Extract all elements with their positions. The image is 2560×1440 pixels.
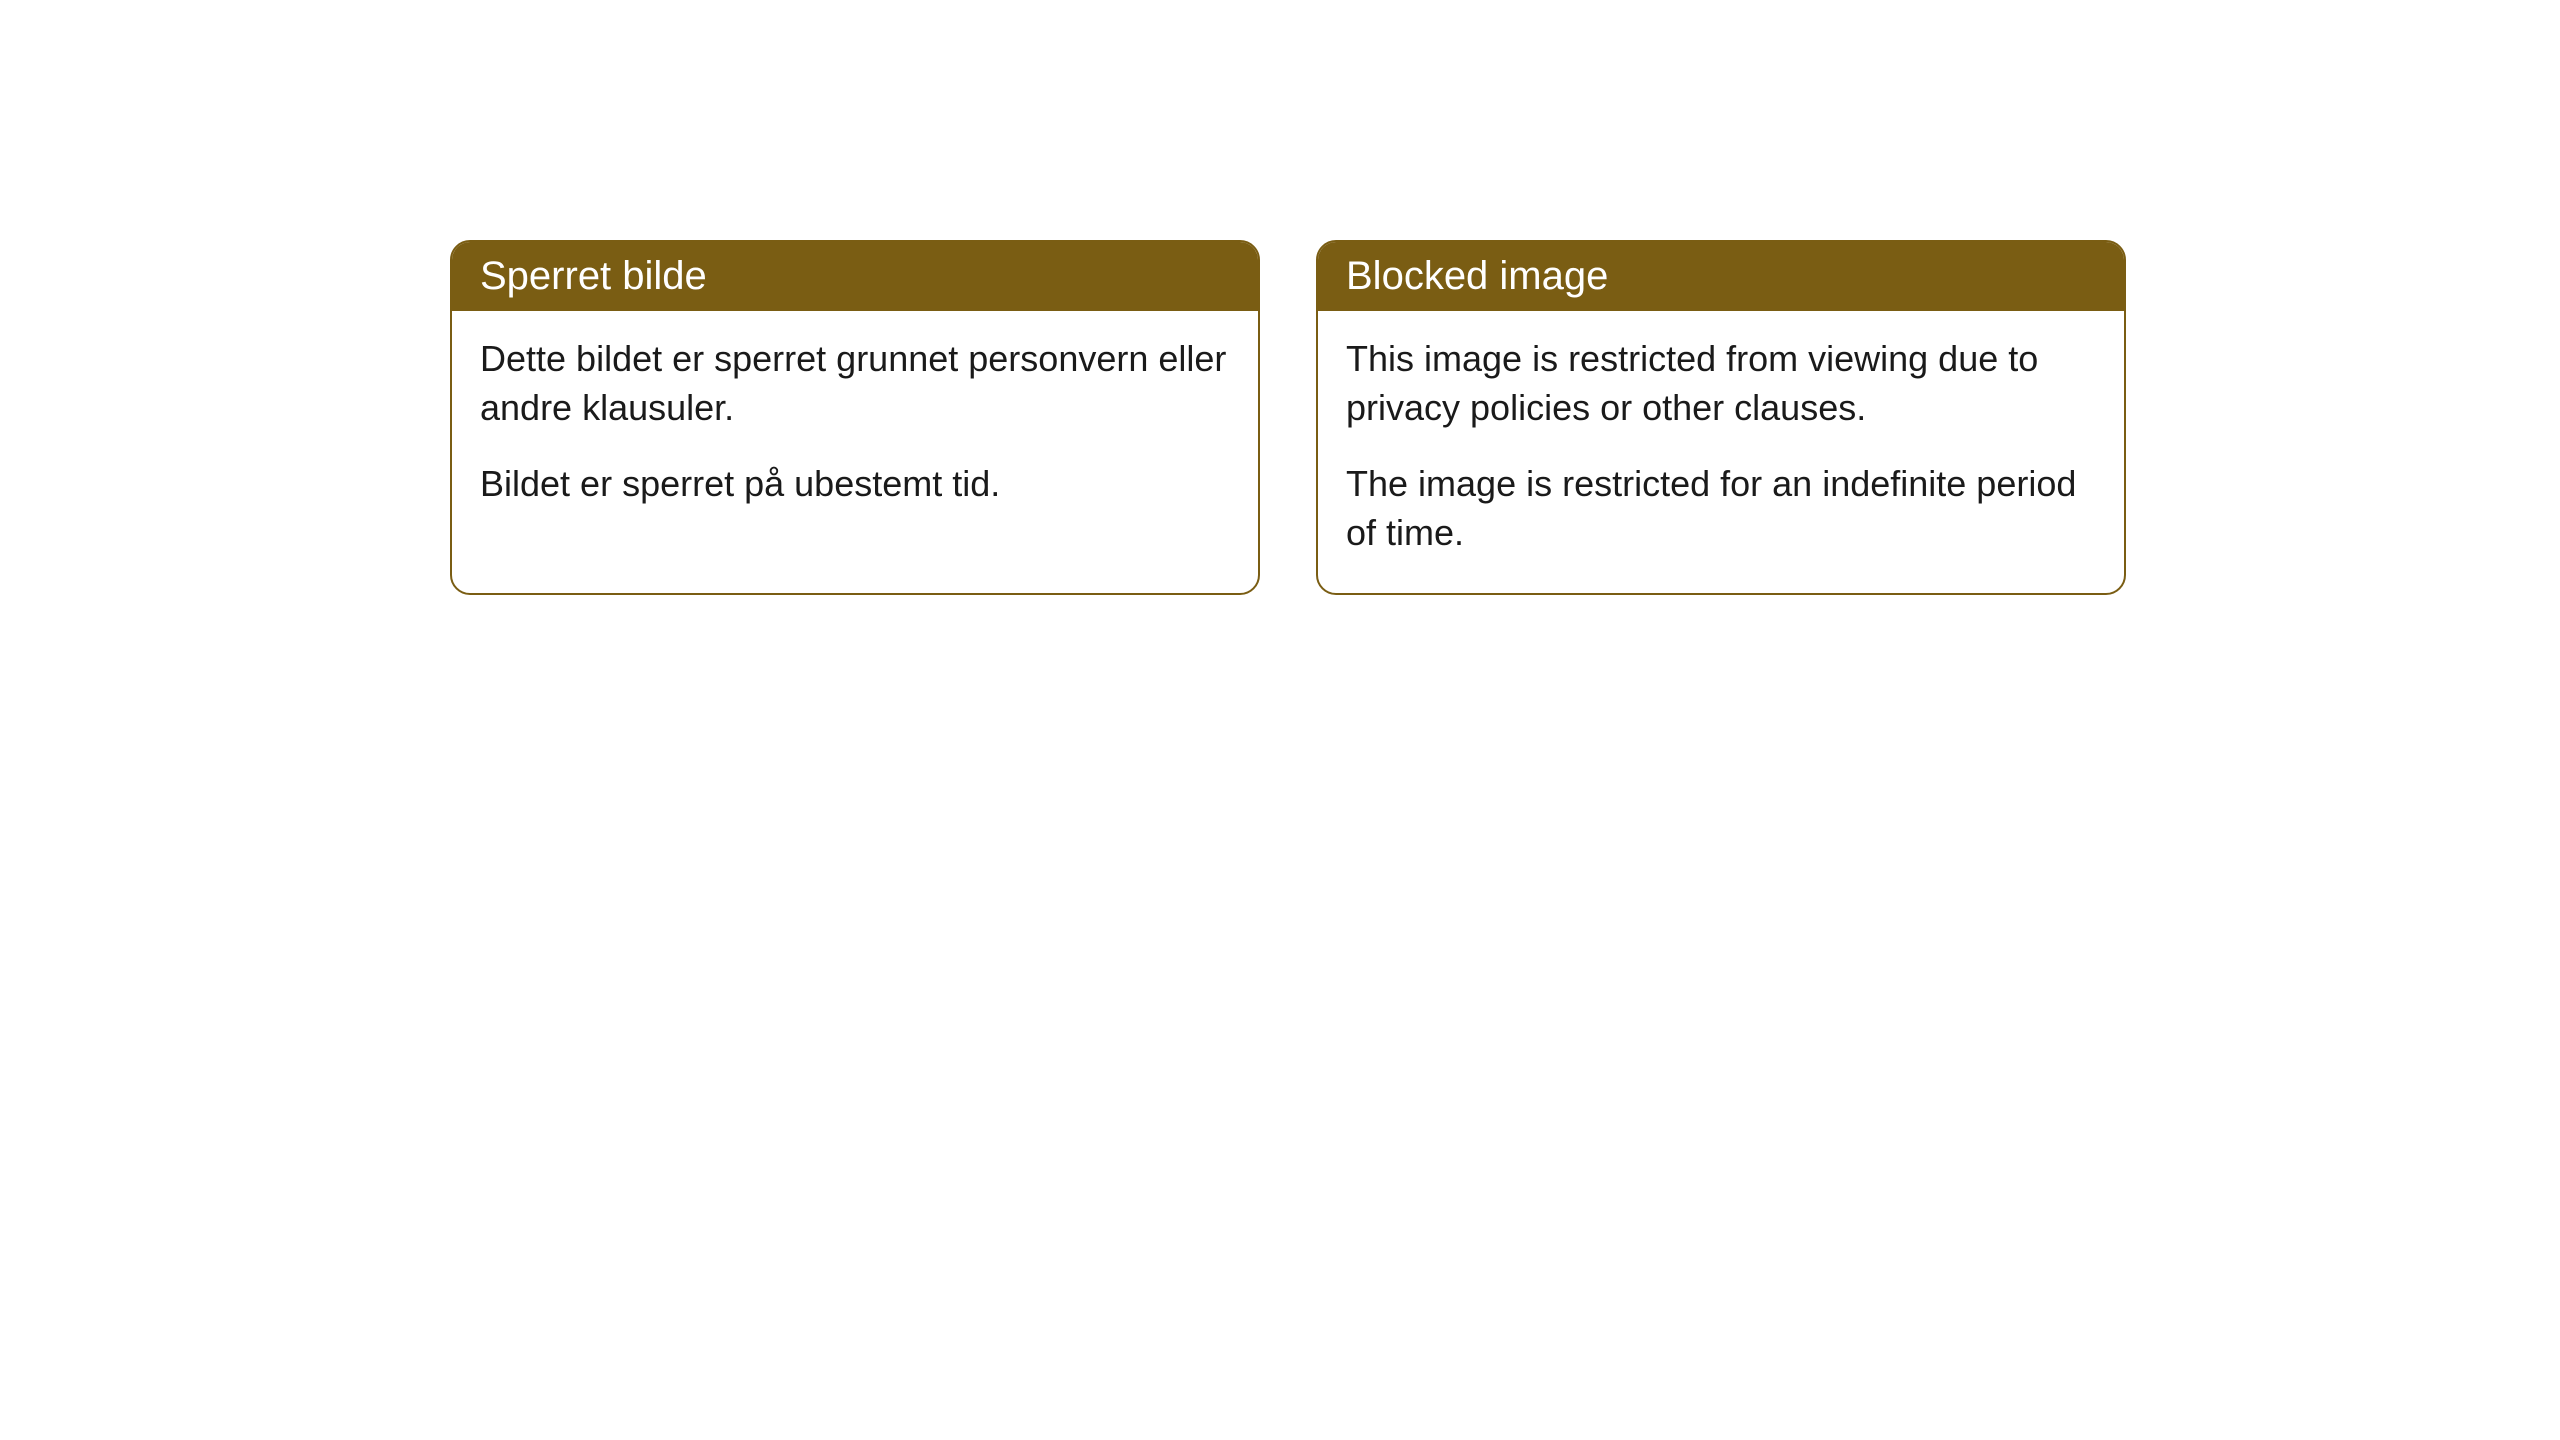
card-header: Sperret bilde: [452, 242, 1258, 311]
card-paragraph-2: The image is restricted for an indefinit…: [1346, 460, 2096, 557]
card-paragraph-1: Dette bildet er sperret grunnet personve…: [480, 335, 1230, 432]
card-title: Blocked image: [1346, 254, 1608, 298]
notice-cards-container: Sperret bilde Dette bildet er sperret gr…: [450, 240, 2560, 595]
card-header: Blocked image: [1318, 242, 2124, 311]
card-body: Dette bildet er sperret grunnet personve…: [452, 311, 1258, 545]
notice-card-norwegian: Sperret bilde Dette bildet er sperret gr…: [450, 240, 1260, 595]
card-title: Sperret bilde: [480, 254, 707, 298]
card-paragraph-2: Bildet er sperret på ubestemt tid.: [480, 460, 1230, 509]
notice-card-english: Blocked image This image is restricted f…: [1316, 240, 2126, 595]
card-body: This image is restricted from viewing du…: [1318, 311, 2124, 593]
card-paragraph-1: This image is restricted from viewing du…: [1346, 335, 2096, 432]
